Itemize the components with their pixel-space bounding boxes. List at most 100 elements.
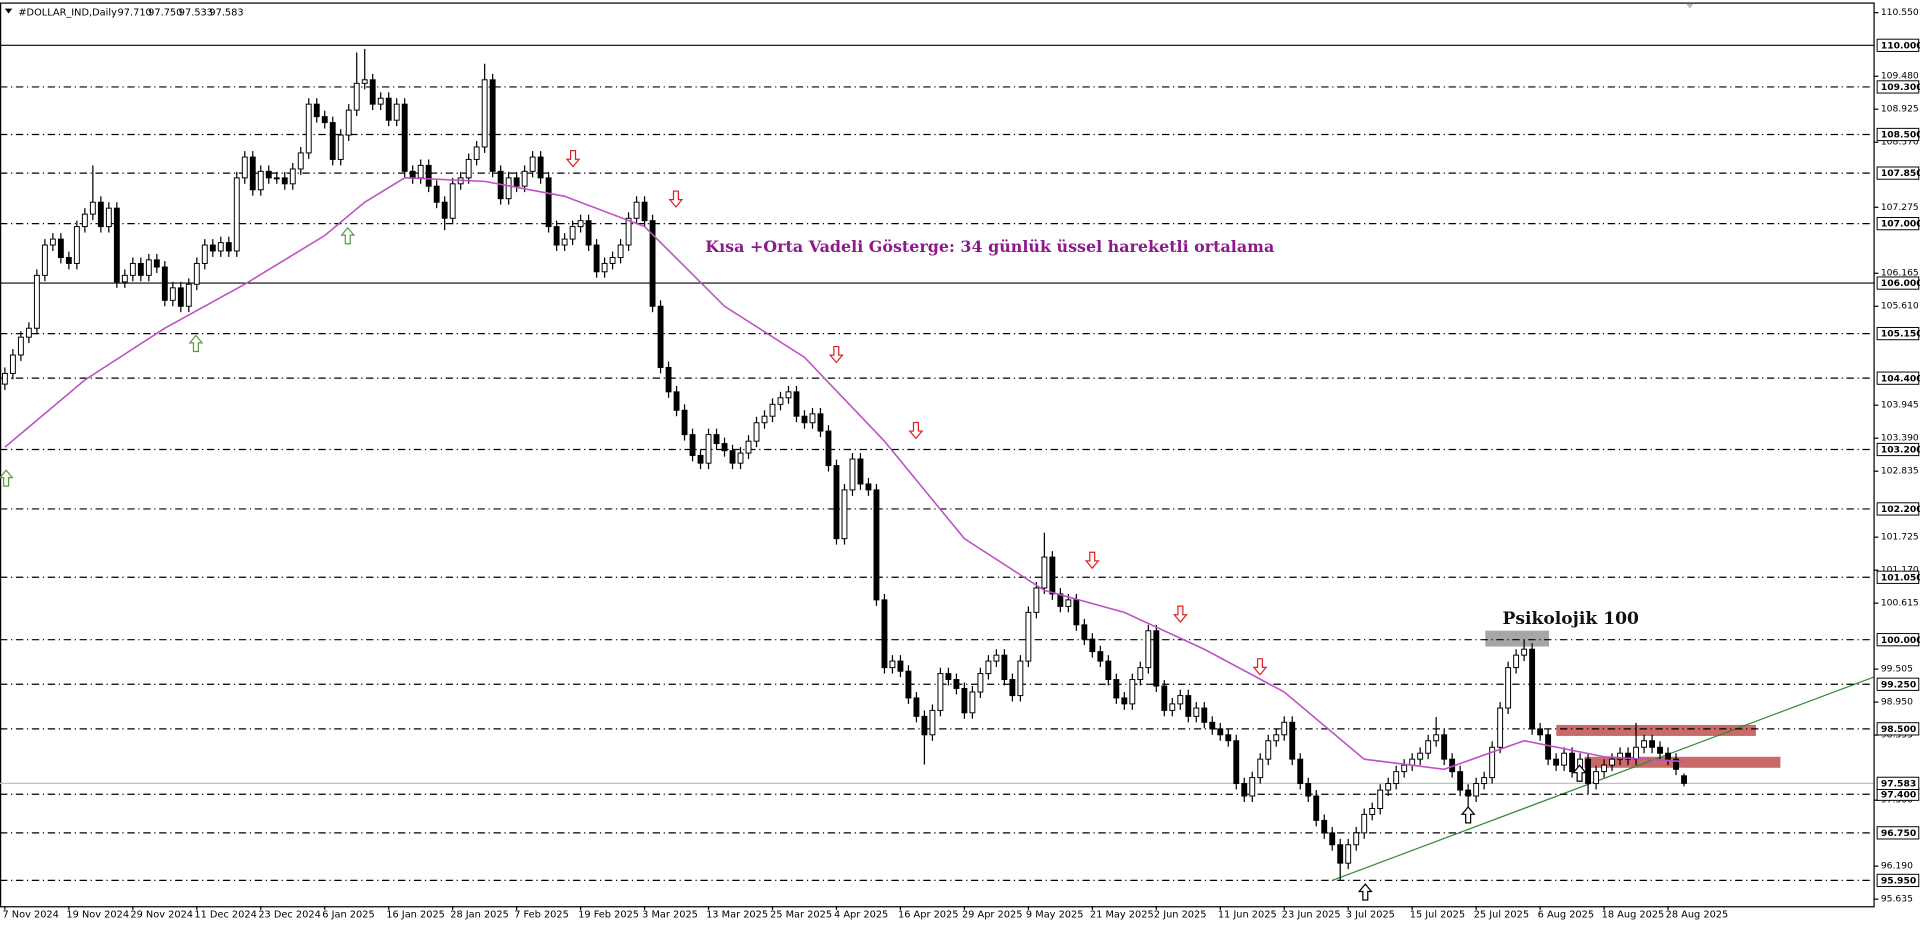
candle-body <box>265 170 272 179</box>
x-tick-label: 7 Feb 2025 <box>514 910 569 921</box>
candle-body <box>1121 697 1128 705</box>
level-label-box <box>1876 873 1920 888</box>
candle-body <box>521 170 528 187</box>
candle-body <box>185 283 192 307</box>
y-tick-label: 96.190 <box>1881 861 1913 872</box>
candle-body <box>793 391 800 417</box>
level-label: 101.050 <box>1881 572 1920 583</box>
candle-body <box>1 372 8 385</box>
candle-body <box>569 226 576 240</box>
candle-body <box>873 489 880 601</box>
candle-body <box>233 177 240 252</box>
level-label-box <box>1876 502 1920 516</box>
candle-body <box>745 440 752 454</box>
candle-body <box>1585 758 1592 785</box>
level-label: 96.750 <box>1881 828 1916 839</box>
candle-body <box>1017 660 1024 697</box>
y-tick-label: 103.945 <box>1881 400 1919 411</box>
candle-body <box>1001 654 1008 681</box>
candle-body <box>1433 734 1440 742</box>
sell-arrow <box>1172 605 1188 624</box>
ema-annotation: Kısa +Orta Vadeli Gösterge: 34 günlük üs… <box>705 237 1274 256</box>
candle-body <box>1145 630 1152 669</box>
candle-body <box>801 415 808 424</box>
x-tick-label: 3 Mar 2025 <box>642 910 698 921</box>
candle-body <box>761 415 768 424</box>
quote-high: 97.750 <box>148 7 182 18</box>
candle-body <box>1201 707 1208 723</box>
candle-body <box>1457 771 1464 791</box>
candle-body <box>1137 667 1144 681</box>
candle-body <box>241 156 248 179</box>
candle-body <box>1241 783 1248 797</box>
sell-arrow <box>1084 551 1100 570</box>
x-tick-label: 28 Jan 2025 <box>450 910 509 921</box>
candle-body <box>617 244 624 259</box>
candle-body <box>841 489 848 540</box>
level-label: 105.150 <box>1881 329 1920 340</box>
candle-body <box>1105 660 1112 681</box>
y-tick-label: 101.725 <box>1881 532 1919 543</box>
candle-body <box>105 207 112 228</box>
level-label: 110.000 <box>1881 40 1920 51</box>
x-tick-label: 25 Jul 2025 <box>1474 910 1529 921</box>
candle-body <box>1681 775 1687 784</box>
candle-body <box>297 152 304 170</box>
candle-body <box>49 238 56 246</box>
trend-line <box>1332 676 1874 882</box>
candle-body <box>89 201 96 215</box>
candle-body <box>1305 783 1312 797</box>
candle-body <box>937 673 944 711</box>
level-label-box <box>1876 276 1920 290</box>
candle-body <box>449 183 456 219</box>
candle-body <box>929 709 936 736</box>
candle-body <box>729 450 736 464</box>
level-label: 95.950 <box>1881 876 1916 887</box>
candle-body <box>1225 734 1232 742</box>
candle-body <box>1417 752 1424 760</box>
current-price-label: 97.583 <box>1881 778 1916 789</box>
x-tick-label: 2 Jun 2025 <box>1154 910 1207 921</box>
candle-body <box>1321 819 1328 834</box>
quote-open: 97.710 <box>118 7 152 18</box>
y-tick-label: 103.390 <box>1881 433 1919 444</box>
candle-body <box>33 274 40 329</box>
candle-body <box>17 336 24 356</box>
buy-arrow <box>340 226 356 245</box>
buy-arrow <box>1357 883 1373 901</box>
candle-body <box>1641 740 1648 748</box>
y-tick-label: 109.480 <box>1881 71 1919 82</box>
candle-body <box>81 213 88 228</box>
candle-body <box>1265 740 1272 760</box>
candle-body <box>961 687 968 714</box>
candle-body <box>1537 728 1544 736</box>
candle-body <box>1337 844 1344 864</box>
candle-body <box>401 103 408 172</box>
candle-body <box>609 257 616 264</box>
candle-body <box>1497 707 1504 748</box>
x-tick-label: 6 Aug 2025 <box>1538 910 1594 921</box>
candle-body <box>1633 746 1640 760</box>
candle-body <box>713 434 720 445</box>
candle-body <box>513 177 520 187</box>
candle-body <box>1665 752 1671 760</box>
plot-frame <box>0 2 1875 908</box>
candle-body <box>865 483 872 491</box>
candle-body <box>1033 587 1040 613</box>
candle-body <box>1513 654 1520 669</box>
candle-body <box>897 660 904 672</box>
candle-body <box>1425 740 1432 754</box>
candle-body <box>1177 695 1184 705</box>
level-label-box <box>1876 371 1920 385</box>
level-label: 102.200 <box>1881 504 1920 515</box>
candle-body <box>1329 832 1336 846</box>
y-tick-label: 95.635 <box>1881 894 1913 905</box>
candle-body <box>809 413 816 424</box>
level-label-box <box>1876 633 1920 647</box>
candle-body <box>1409 758 1416 766</box>
candle-body <box>505 177 512 200</box>
x-tick-label: 29 Apr 2025 <box>962 910 1022 921</box>
level-label: 107.000 <box>1881 219 1920 230</box>
candle-body <box>537 156 544 179</box>
